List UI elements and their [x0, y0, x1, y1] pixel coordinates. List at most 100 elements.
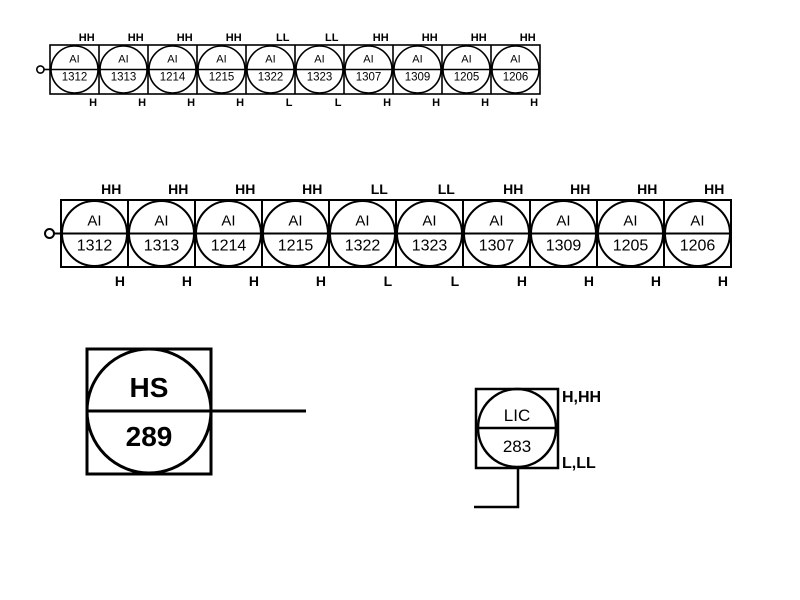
- alarm-low-label: H: [249, 273, 259, 289]
- level-controller-lic-283: LIC 283 H,HH L,LL: [474, 387, 601, 509]
- instrument-tag: 1323: [307, 72, 333, 84]
- instrument-tag: 1205: [613, 238, 649, 255]
- instrument-function: AI: [363, 54, 373, 66]
- instrument-tag: 1205: [454, 72, 480, 84]
- instrument-function: AI: [510, 54, 520, 66]
- instrument-function: AI: [314, 54, 324, 66]
- alarm-low-label: H: [115, 273, 125, 289]
- alarm-high-label: HH: [101, 181, 121, 197]
- alarm-low-label: H: [481, 97, 489, 109]
- instrument-tag: 1309: [546, 238, 582, 255]
- instrument-function: AI: [461, 54, 471, 66]
- instrument-tag: 1313: [111, 72, 137, 84]
- alarm-high-label: HH: [177, 32, 193, 44]
- alarm-low-label: H: [138, 97, 146, 109]
- alarm-high-label: HH: [471, 32, 487, 44]
- row-connector-node: [44, 228, 55, 239]
- alarm-low-label: H: [182, 273, 192, 289]
- alarm-low-label: H: [584, 273, 594, 289]
- alarm-low-label: H: [236, 97, 244, 109]
- alarm-high-label: HH: [168, 181, 188, 197]
- instrument-function: AI: [355, 213, 369, 230]
- instrument-tag: 1215: [278, 238, 314, 255]
- alarm-high-label: LL: [325, 32, 339, 44]
- instrument-function: AI: [288, 213, 302, 230]
- instrument-tag: 1206: [503, 72, 529, 84]
- alarm-high-label: HH: [637, 181, 657, 197]
- instrument-tag: 1323: [412, 238, 448, 255]
- lic-tag: 283: [503, 437, 531, 456]
- instrument-function: AI: [167, 54, 177, 66]
- instrument-function: AI: [87, 213, 101, 230]
- alarm-low-label: L: [335, 97, 342, 109]
- instrument-function: AI: [422, 213, 436, 230]
- instrument-tag: 1307: [356, 72, 382, 84]
- instrument-function: AI: [623, 213, 637, 230]
- instrument-tag: 1313: [144, 238, 180, 255]
- alarm-low-label: H: [383, 97, 391, 109]
- lic-alarm-high-label: H,HH: [562, 389, 601, 406]
- instrument-function: AI: [154, 213, 168, 230]
- alarm-low-label: L: [384, 273, 393, 289]
- alarm-low-label: H: [316, 273, 326, 289]
- alarm-low-label: H: [530, 97, 538, 109]
- row-connector-node: [36, 65, 45, 74]
- alarm-high-label: HH: [226, 32, 242, 44]
- alarm-high-label: HH: [302, 181, 322, 197]
- instrument-tag: 1206: [680, 238, 716, 255]
- alarm-low-label: H: [89, 97, 97, 109]
- instrument-tag: 1312: [62, 72, 88, 84]
- hand-switch-tag: 289: [126, 421, 173, 452]
- instrument-function: AI: [412, 54, 422, 66]
- alarm-low-label: L: [286, 97, 293, 109]
- alarm-high-label: HH: [373, 32, 389, 44]
- hand-switch-function: HS: [130, 372, 169, 403]
- alarm-high-label: HH: [520, 32, 536, 44]
- alarm-high-label: LL: [438, 181, 456, 197]
- instrument-tag: 1322: [258, 72, 284, 84]
- instrument-function: AI: [69, 54, 79, 66]
- instrument-tag: 1215: [209, 72, 235, 84]
- instrument-function: AI: [556, 213, 570, 230]
- instrument-tag: 1322: [345, 238, 381, 255]
- alarm-low-label: H: [432, 97, 440, 109]
- instrument-tag: 1214: [211, 238, 247, 255]
- instrument-row-small: AI1312HHHAI1313HHHAI1214HHHAI1215HHHAI13…: [36, 32, 541, 109]
- lic-signal-line: [474, 468, 520, 509]
- alarm-low-label: H: [187, 97, 195, 109]
- alarm-high-label: HH: [128, 32, 144, 44]
- alarm-high-label: HH: [704, 181, 724, 197]
- instrument-row-large: AI1312HHHAI1313HHHAI1214HHHAI1215HHHAI13…: [44, 181, 732, 289]
- instrument-tag: 1312: [77, 238, 113, 255]
- instrument-tag: 1309: [405, 72, 431, 84]
- lic-alarm-low-label: L,LL: [562, 455, 596, 472]
- instrument-tag: 1214: [160, 72, 186, 84]
- instrument-function: AI: [265, 54, 275, 66]
- alarm-low-label: H: [651, 273, 661, 289]
- alarm-low-label: L: [451, 273, 460, 289]
- alarm-high-label: HH: [235, 181, 255, 197]
- alarm-high-label: LL: [371, 181, 389, 197]
- instrument-function: AI: [690, 213, 704, 230]
- alarm-low-label: H: [718, 273, 728, 289]
- instrument-function: AI: [216, 54, 226, 66]
